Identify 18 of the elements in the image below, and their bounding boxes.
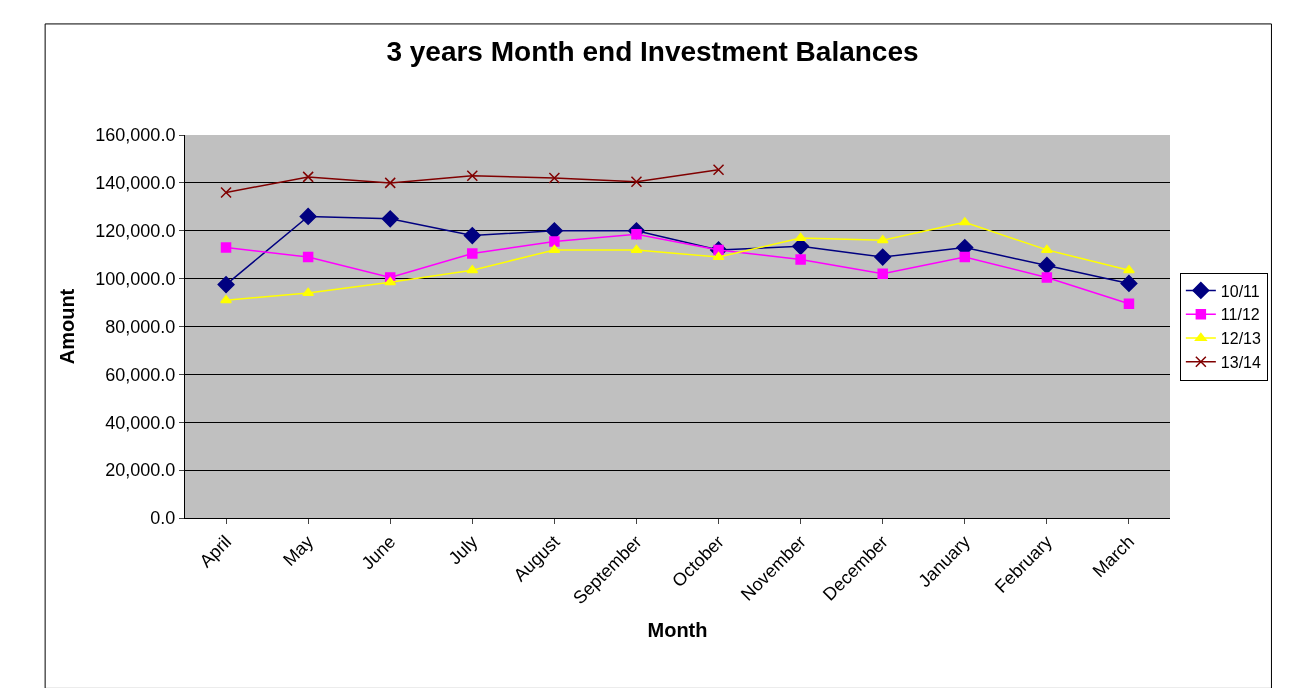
y-tick-label: 80,000.0 xyxy=(105,316,176,337)
legend-label: 10/11 xyxy=(1220,282,1260,300)
legend-label: 13/14 xyxy=(1220,354,1261,372)
legend-label: 12/13 xyxy=(1220,330,1261,348)
y-tick-label: 20,000.0 xyxy=(105,460,176,481)
x-tick-label: July xyxy=(444,531,482,569)
y-tick-label: 100,000.0 xyxy=(95,268,176,289)
legend-label: 11/12 xyxy=(1220,306,1260,324)
y-tick-label: 140,000.0 xyxy=(95,173,176,194)
y-axis-title: Amount xyxy=(55,288,78,365)
y-tick-label: 40,000.0 xyxy=(105,412,176,433)
y-tick-label: 60,000.0 xyxy=(105,364,176,385)
y-tick-label: 120,000.0 xyxy=(95,221,176,242)
x-tick-label: May xyxy=(279,531,318,570)
y-tick-label: 160,000.0 xyxy=(95,125,176,146)
y-tick-label: 0.0 xyxy=(150,508,176,529)
x-axis-title: Month xyxy=(647,618,708,641)
chart-title: 3 years Month end Investment Balances xyxy=(386,35,919,67)
